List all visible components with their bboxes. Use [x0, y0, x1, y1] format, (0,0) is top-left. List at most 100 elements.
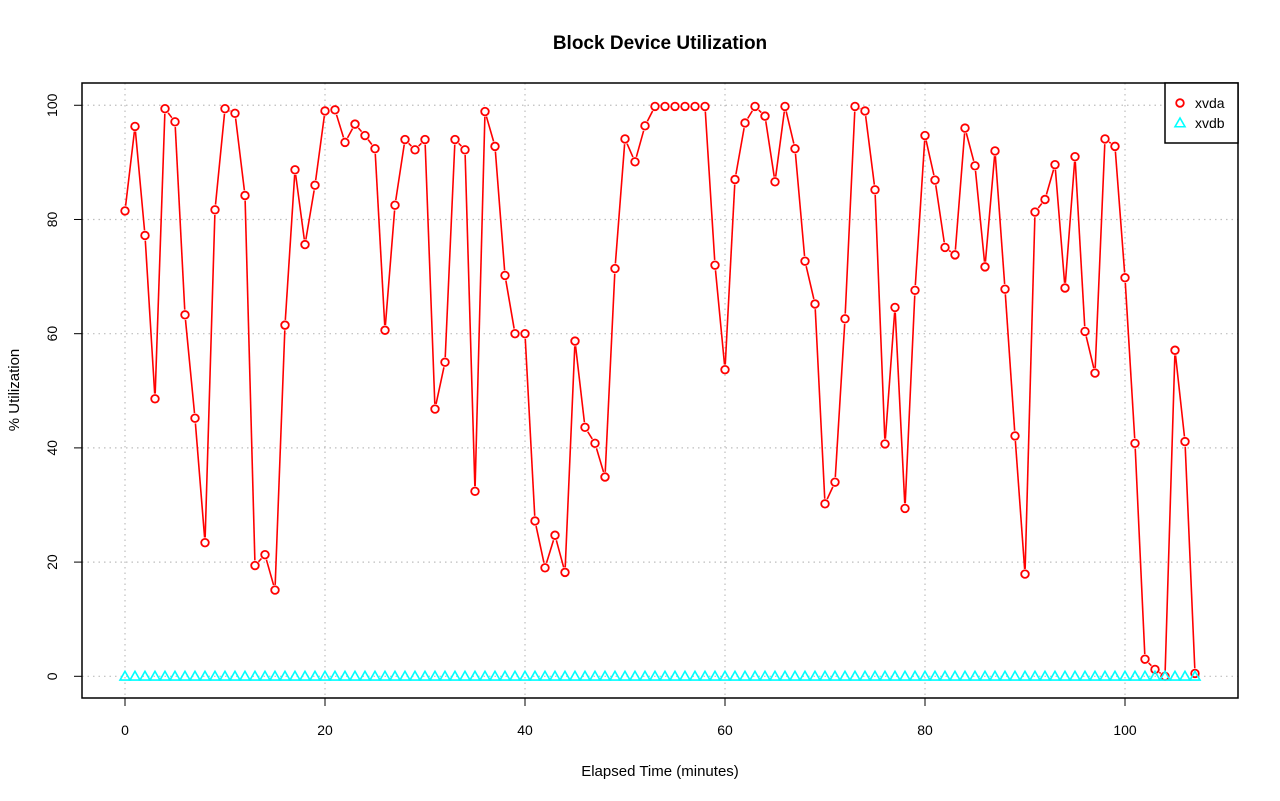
- series-line-segment: [535, 525, 545, 563]
- series-line-segment: [805, 266, 815, 300]
- data-point: [260, 549, 270, 560]
- series-line-segment: [1004, 294, 1016, 431]
- data-point: [320, 106, 330, 116]
- series-line-segment: [274, 330, 286, 585]
- series-line-segment: [994, 156, 1006, 285]
- data-point: [1040, 194, 1050, 205]
- data-point: [180, 310, 190, 320]
- data-point: [848, 669, 862, 681]
- data-point: [948, 669, 962, 681]
- series-line-segment: [346, 128, 354, 139]
- y-tick-label: 0: [44, 672, 60, 680]
- data-point: [810, 299, 820, 309]
- data-point: [790, 143, 800, 154]
- data-point: [1168, 669, 1182, 681]
- data-point: [310, 180, 320, 190]
- data-point: [598, 669, 612, 681]
- series-line-segment: [244, 200, 256, 561]
- series-line-segment: [826, 486, 834, 500]
- series-line-segment: [234, 118, 246, 191]
- data-point: [1158, 669, 1172, 681]
- data-point: [730, 174, 740, 185]
- series-line-segment: [1024, 217, 1036, 569]
- data-point: [548, 669, 562, 681]
- data-point: [1128, 669, 1142, 681]
- y-tick-label: 100: [44, 93, 60, 117]
- data-point: [308, 669, 322, 681]
- series-line-segment: [704, 111, 716, 261]
- legend-marker: [1175, 98, 1185, 108]
- x-tick-label: 80: [917, 722, 933, 738]
- data-point: [490, 141, 500, 152]
- data-point: [998, 669, 1012, 681]
- data-point: [1050, 159, 1060, 170]
- series-line-segment: [614, 144, 626, 264]
- y-tick-label: 40: [44, 440, 60, 456]
- data-point: [1088, 669, 1102, 681]
- data-point: [968, 669, 982, 681]
- data-point: [738, 669, 752, 681]
- series-line-segment: [204, 214, 216, 538]
- series-line-segment: [1074, 161, 1086, 327]
- data-point: [400, 134, 410, 145]
- data-point: [820, 499, 830, 509]
- series-line-segment: [925, 140, 935, 176]
- data-point: [278, 669, 292, 681]
- series-line-segment: [965, 132, 975, 161]
- data-point: [960, 123, 970, 133]
- series-line-segment: [294, 174, 306, 240]
- series-line-segment: [785, 111, 795, 144]
- data-point: [358, 669, 372, 681]
- series-line-segment: [844, 111, 856, 314]
- data-point: [368, 669, 382, 681]
- data-point: [300, 239, 310, 250]
- series-line-segment: [646, 110, 654, 122]
- data-point: [390, 200, 400, 210]
- data-point: [678, 669, 692, 681]
- data-point: [780, 101, 790, 112]
- data-point: [728, 669, 742, 681]
- data-point: [1140, 654, 1150, 664]
- data-point: [480, 106, 490, 117]
- series-line-segment: [635, 130, 645, 158]
- data-point: [510, 328, 520, 339]
- series-line-segment: [314, 116, 326, 181]
- series-line-segment: [724, 184, 736, 365]
- series-line-segment: [134, 131, 146, 231]
- series-line-segment: [735, 127, 745, 175]
- data-point: [470, 486, 480, 496]
- data-point: [450, 134, 460, 145]
- series-line-segment: [758, 109, 762, 114]
- data-point: [330, 105, 340, 115]
- data-point: [1110, 141, 1120, 152]
- series-xvda: [120, 101, 1200, 682]
- series-line-segment: [1114, 151, 1126, 273]
- series-xvdb: [118, 669, 1202, 681]
- data-point: [580, 422, 590, 433]
- series-line-segment: [555, 540, 565, 568]
- series-line-segment: [764, 121, 776, 177]
- data-point: [858, 669, 872, 681]
- series-line-segment: [564, 346, 576, 568]
- data-point: [288, 669, 302, 681]
- data-point: [228, 669, 242, 681]
- data-point: [530, 516, 540, 526]
- data-point: [130, 121, 140, 132]
- y-axis-label: % Utilization: [6, 349, 23, 432]
- data-point: [750, 101, 760, 112]
- data-point: [1118, 669, 1132, 681]
- data-point: [430, 404, 440, 414]
- data-point: [828, 669, 842, 681]
- data-point: [348, 669, 362, 681]
- data-point: [680, 101, 690, 112]
- data-point: [438, 669, 452, 681]
- data-point: [720, 364, 730, 375]
- series-line-segment: [1094, 144, 1106, 368]
- series-line-segment: [774, 111, 786, 177]
- series-line-segment: [1184, 446, 1196, 669]
- series-line-segment: [626, 143, 634, 158]
- data-point: [508, 669, 522, 681]
- series-line-segment: [1174, 355, 1186, 437]
- data-point: [870, 185, 880, 195]
- data-point: [240, 190, 250, 201]
